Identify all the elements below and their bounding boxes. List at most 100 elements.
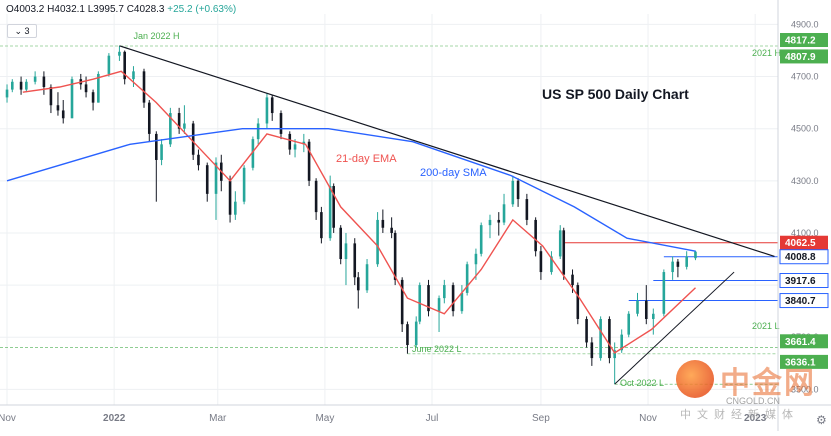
indicator-collapse-button[interactable]: ⌄ 3 xyxy=(7,24,37,38)
candle-body[interactable] xyxy=(627,313,631,335)
candle-body[interactable] xyxy=(671,261,674,273)
downtrend-line[interactable] xyxy=(119,45,775,257)
candle-body[interactable] xyxy=(502,204,506,223)
candle-body[interactable] xyxy=(585,318,588,343)
candle-body[interactable] xyxy=(214,162,218,194)
candle-body[interactable] xyxy=(562,230,566,275)
candle-body[interactable] xyxy=(576,285,580,319)
candle-body[interactable] xyxy=(61,110,65,119)
candle-body[interactable] xyxy=(356,277,360,291)
candle-body[interactable] xyxy=(314,180,318,213)
candle-body[interactable] xyxy=(488,219,492,226)
candle-body[interactable] xyxy=(307,141,311,181)
candle-body[interactable] xyxy=(56,105,60,111)
candle-body[interactable] xyxy=(571,274,574,286)
candle-body[interactable] xyxy=(381,219,385,228)
candle-body[interactable] xyxy=(400,279,404,325)
candle-body[interactable] xyxy=(234,201,237,215)
candle-body[interactable] xyxy=(393,232,397,280)
candle-body[interactable] xyxy=(228,180,232,215)
candle-body[interactable] xyxy=(644,300,648,319)
sma-200-line[interactable] xyxy=(6,127,696,252)
candle-body[interactable] xyxy=(293,144,297,150)
candle-body[interactable] xyxy=(279,113,283,134)
candle-body[interactable] xyxy=(437,298,441,312)
candle-body[interactable] xyxy=(160,144,163,160)
candle-body[interactable] xyxy=(662,272,666,314)
candle-body[interactable] xyxy=(49,86,53,106)
candle-body[interactable] xyxy=(147,102,151,134)
x-tick-label: Nov xyxy=(639,413,657,424)
candle-body[interactable] xyxy=(497,219,501,223)
uptrend-line[interactable] xyxy=(614,271,735,385)
candle-body[interactable] xyxy=(42,76,46,87)
candle-body[interactable] xyxy=(256,123,260,140)
candle-body[interactable] xyxy=(599,318,602,359)
candle-body[interactable] xyxy=(97,73,100,103)
candle-body[interactable] xyxy=(132,71,135,80)
candle-body[interactable] xyxy=(652,313,655,319)
candle-body[interactable] xyxy=(10,81,14,90)
candle-body[interactable] xyxy=(288,133,292,150)
candle-body[interactable] xyxy=(19,81,23,90)
candle-body[interactable] xyxy=(474,253,478,265)
candle-body[interactable] xyxy=(676,261,680,267)
candle-body[interactable] xyxy=(685,256,688,267)
candle-body[interactable] xyxy=(169,113,172,145)
candle-body[interactable] xyxy=(205,165,209,194)
candle-body[interactable] xyxy=(344,243,348,260)
candle-body[interactable] xyxy=(25,81,28,90)
candle-body[interactable] xyxy=(183,123,186,129)
candle-body[interactable] xyxy=(558,230,562,257)
candle-body[interactable] xyxy=(511,180,515,205)
candle-body[interactable] xyxy=(406,324,409,346)
candle-body[interactable] xyxy=(270,97,274,114)
candle-body[interactable] xyxy=(251,139,255,168)
candle-body[interactable] xyxy=(5,89,9,98)
candle-body[interactable] xyxy=(414,321,418,346)
candle-body[interactable] xyxy=(427,285,430,312)
candle-body[interactable] xyxy=(191,123,195,155)
candle-body[interactable] xyxy=(613,350,616,359)
candle-body[interactable] xyxy=(70,79,74,119)
candle-body[interactable] xyxy=(539,251,543,273)
candle-body[interactable] xyxy=(365,264,369,291)
candle-body[interactable] xyxy=(107,55,111,74)
candle-body[interactable] xyxy=(516,180,520,200)
ema-21-line[interactable] xyxy=(22,70,696,354)
candle-body[interactable] xyxy=(525,199,529,220)
candle-body[interactable] xyxy=(636,300,639,314)
candle-body[interactable] xyxy=(265,97,269,124)
candle-body[interactable] xyxy=(328,186,332,239)
candle-body[interactable] xyxy=(123,51,126,80)
candle-body[interactable] xyxy=(84,84,88,93)
candle-body[interactable] xyxy=(242,167,246,202)
candle-body[interactable] xyxy=(479,225,483,254)
candle-body[interactable] xyxy=(142,71,146,103)
candle-body[interactable] xyxy=(353,243,357,278)
candle-body[interactable] xyxy=(443,285,446,299)
candle-body[interactable] xyxy=(550,256,553,273)
candle-body[interactable] xyxy=(390,227,393,233)
candle-body[interactable] xyxy=(534,219,537,252)
candle-body[interactable] xyxy=(302,141,306,145)
candle-body[interactable] xyxy=(608,318,611,359)
candle-body[interactable] xyxy=(590,342,594,359)
candle-body[interactable] xyxy=(339,227,343,260)
candle-body[interactable] xyxy=(376,219,379,265)
candle-body[interactable] xyxy=(33,76,37,82)
candle-body[interactable] xyxy=(460,292,464,312)
candle-body[interactable] xyxy=(155,133,158,160)
candle-body[interactable] xyxy=(332,186,335,228)
candle-body[interactable] xyxy=(465,264,469,293)
candle-body[interactable] xyxy=(451,285,455,312)
candle-body[interactable] xyxy=(177,113,181,129)
change-value: +25.2 (+0.63%) xyxy=(167,4,237,15)
candle-body[interactable] xyxy=(118,51,121,56)
candle-body[interactable] xyxy=(320,212,323,239)
candle-body[interactable] xyxy=(197,154,200,166)
candle-body[interactable] xyxy=(91,92,95,103)
candle-body[interactable] xyxy=(694,251,697,259)
candle-body[interactable] xyxy=(620,334,623,351)
